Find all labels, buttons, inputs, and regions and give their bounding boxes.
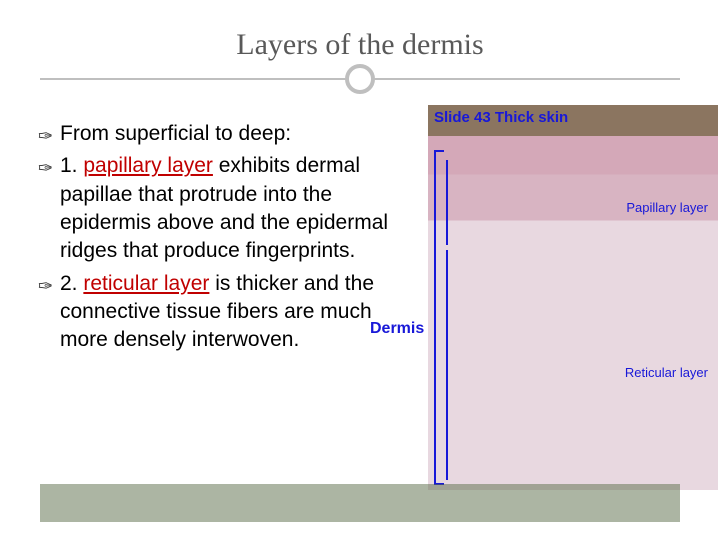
- histology-image: Slide 43 Thick skin Papillary layer Derm…: [428, 105, 718, 490]
- bullet-1: ✑ From superficial to deep:: [38, 120, 418, 148]
- bracket-tick: [434, 150, 444, 152]
- bullet-3-prefix: 2.: [60, 272, 83, 295]
- bullet-3-highlight: reticular layer: [83, 272, 209, 295]
- dermis-bracket: [434, 150, 436, 485]
- bullet-icon: ✑: [38, 274, 53, 298]
- papillary-bracket: [446, 160, 448, 245]
- title-circle-icon: [345, 64, 375, 94]
- bullet-2: ✑ 1. papillary layer exhibits dermal pap…: [38, 152, 418, 265]
- reticular-label: Reticular layer: [625, 365, 708, 380]
- papillary-label: Papillary layer: [626, 200, 708, 215]
- bullet-2-prefix: 1.: [60, 154, 83, 177]
- content-text-area: ✑ From superficial to deep: ✑ 1. papilla…: [38, 120, 418, 359]
- papillae-texture: [428, 133, 718, 163]
- bullet-icon: ✑: [38, 156, 53, 180]
- reticular-bracket: [446, 250, 448, 480]
- bullet-2-highlight: papillary layer: [83, 154, 213, 177]
- title-area: Layers of the dermis: [0, 0, 720, 62]
- slide-title: Layers of the dermis: [0, 28, 720, 62]
- bullet-3: ✑ 2. reticular layer is thicker and the …: [38, 270, 418, 355]
- image-header-label: Slide 43 Thick skin: [434, 109, 568, 126]
- dermis-label: Dermis: [370, 320, 424, 338]
- slide-container: Layers of the dermis ✑ From superficial …: [0, 0, 720, 540]
- bullet-icon: ✑: [38, 124, 53, 148]
- bullet-1-text: From superficial to deep:: [60, 122, 291, 145]
- bottom-accent-bar: [40, 484, 680, 522]
